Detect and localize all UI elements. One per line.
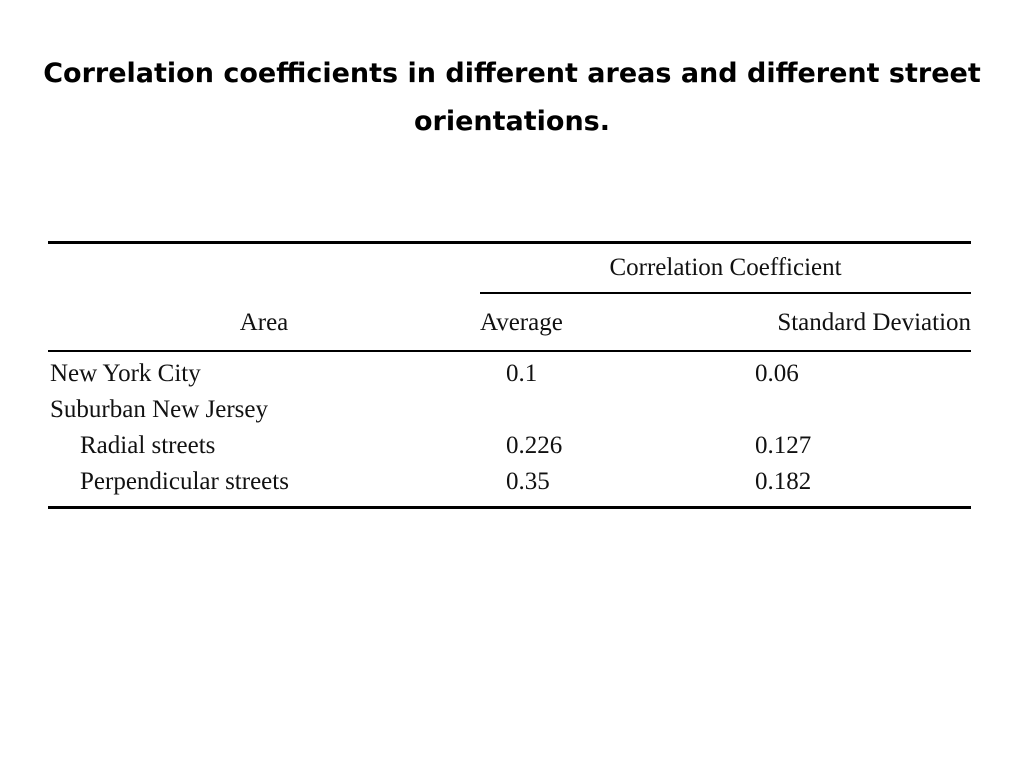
group-header-cell: Correlation Coefficient: [480, 241, 972, 296]
cell-area: Radial streets: [80, 432, 216, 459]
table-row: Perpendicular streets 0.35 0.182: [48, 464, 972, 509]
column-header-average: Average: [480, 296, 670, 352]
group-header-label: Correlation Coefficient: [480, 254, 972, 294]
cell-average: 0.226: [506, 432, 563, 459]
column-header-row: Area Average Standard Deviation: [48, 296, 972, 352]
table-row: New York City 0.1 0.06: [48, 351, 971, 392]
cell-average: 0.35: [480, 464, 670, 509]
cell-area: Suburban New Jersey: [50, 396, 269, 423]
cell-area: New York City: [50, 360, 201, 387]
cell-std-dev: 0.182: [670, 464, 972, 509]
cell-std-dev: [670, 392, 971, 428]
cell-area: Perpendicular streets: [48, 464, 480, 509]
cell-std-dev: 0.127: [755, 432, 812, 459]
cell-average: 0.1: [506, 360, 538, 387]
cell-average: [480, 392, 670, 428]
group-header-spacer: [48, 241, 480, 296]
table-row: Suburban New Jersey: [48, 392, 971, 428]
column-header-area: Area: [48, 296, 480, 352]
table-row: Radial streets 0.226 0.127: [48, 428, 971, 464]
table-container: Correlation Coefficient Area Average Sta…: [48, 241, 972, 509]
cell-std-dev: 0.06: [755, 360, 799, 387]
correlation-table: Correlation Coefficient Area Average Sta…: [48, 241, 972, 509]
slide-title: Correlation coefficients in different ar…: [43, 58, 981, 137]
group-header-row: Correlation Coefficient: [48, 241, 972, 296]
column-header-std-dev: Standard Deviation: [670, 296, 972, 352]
